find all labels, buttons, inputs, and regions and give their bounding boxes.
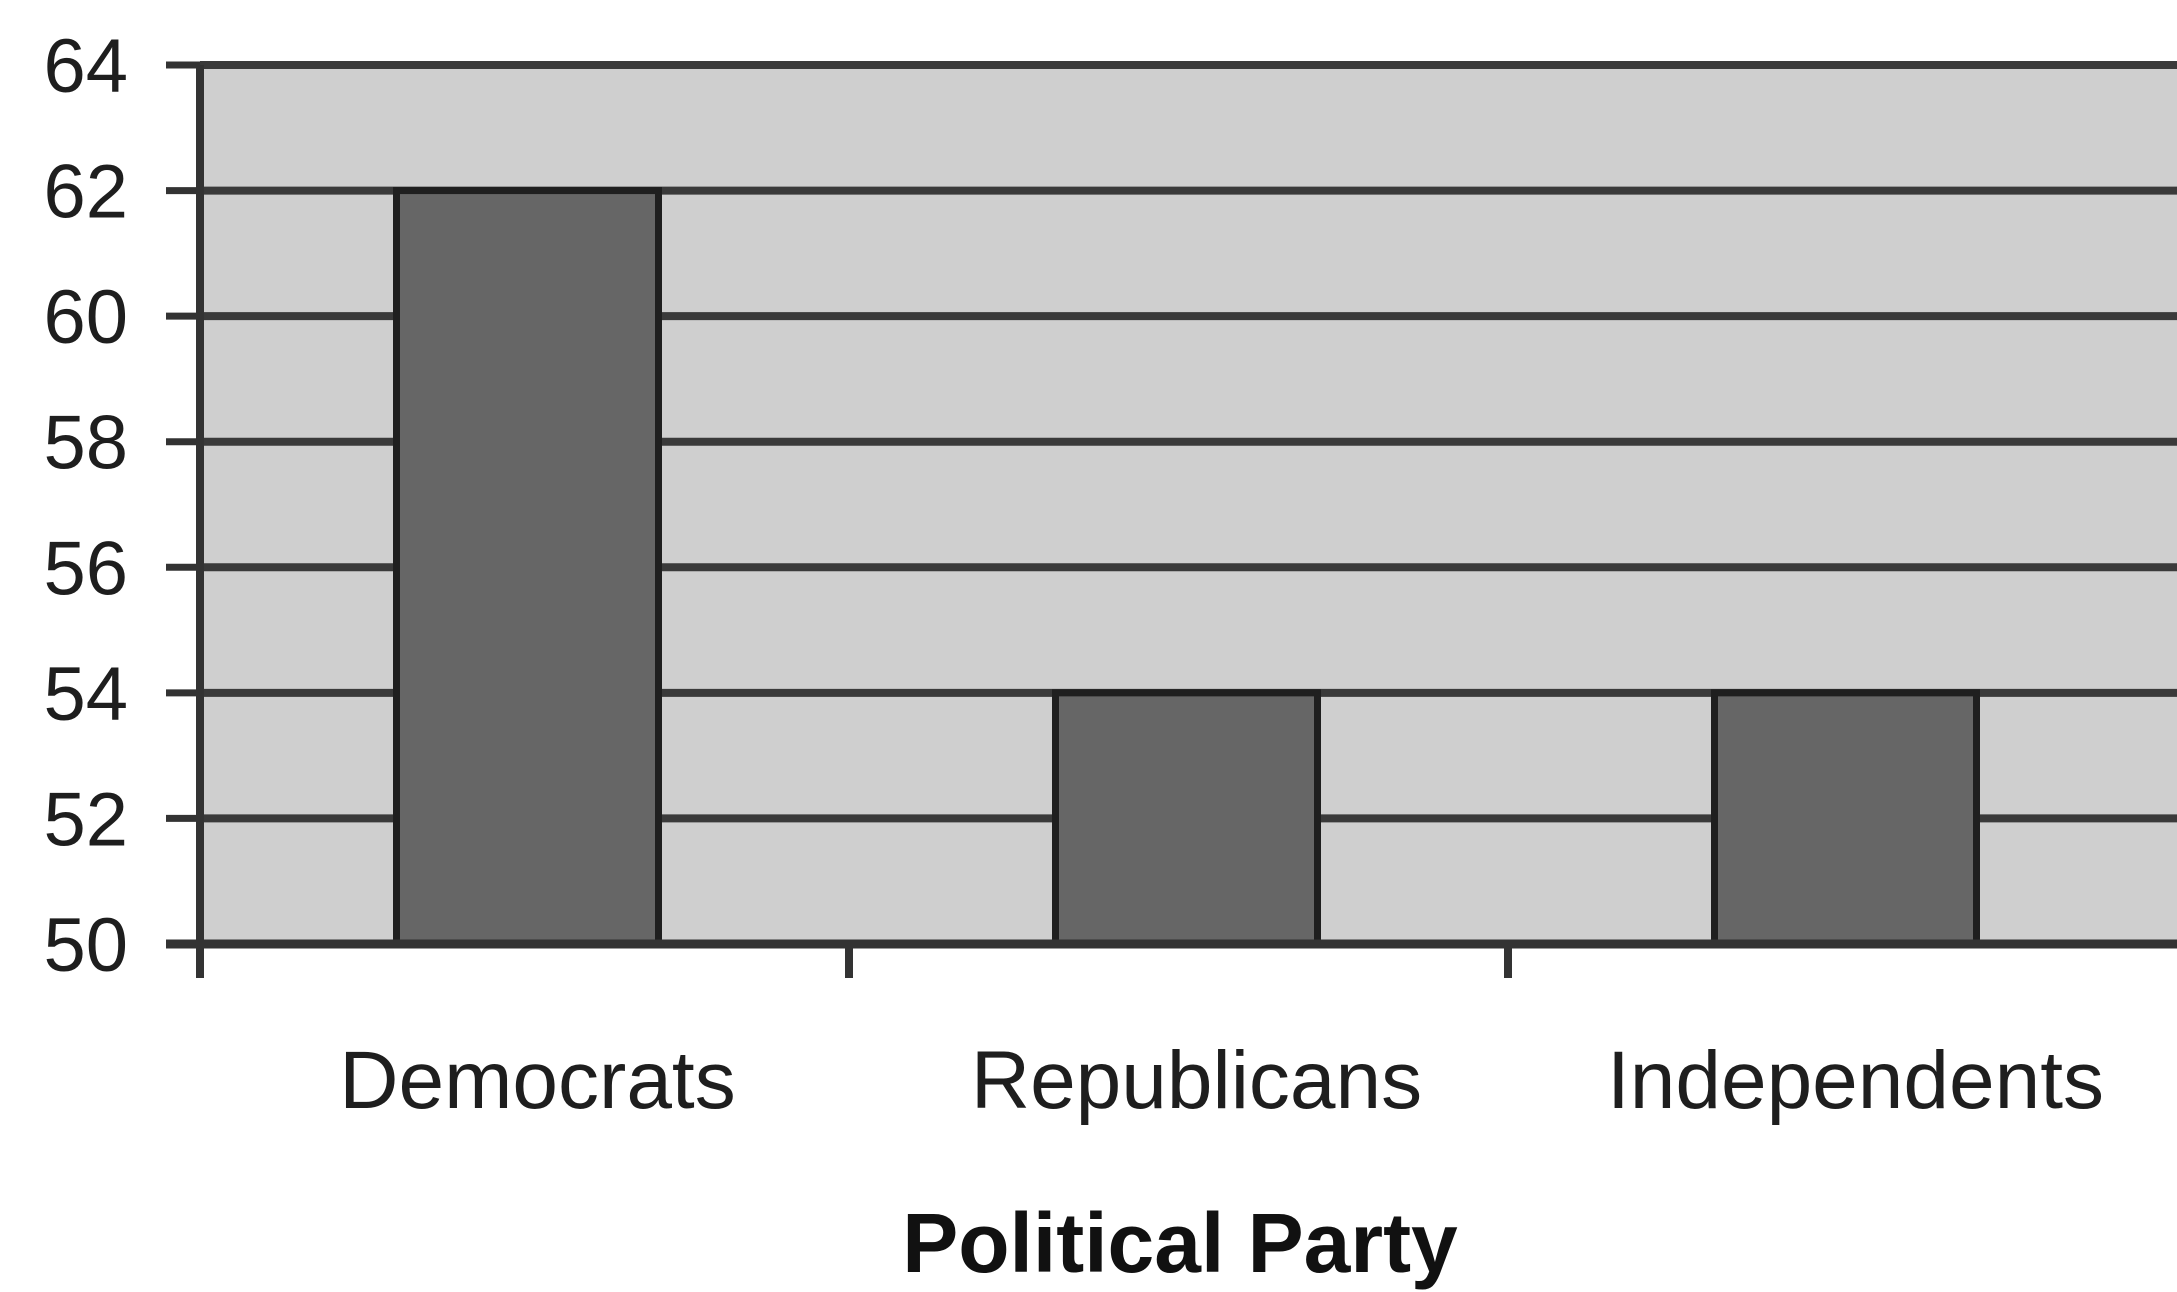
y-tick-label: 50 <box>43 903 128 988</box>
axes <box>166 61 2177 978</box>
y-tick-label: 54 <box>43 652 128 737</box>
bar-independents <box>1711 689 1980 948</box>
y-tick-label: 62 <box>43 150 128 235</box>
bar-democrats <box>393 187 662 948</box>
x-category-label: Independents <box>1607 1035 2104 1126</box>
x-axis-title: Political Party <box>902 1196 1458 1290</box>
y-tick-label: 64 <box>43 24 128 109</box>
x-category-label: Republicans <box>971 1035 1422 1126</box>
bar-republicans <box>1052 689 1321 948</box>
y-tick-labels: 50 52 54 56 58 60 62 64 <box>43 24 128 988</box>
y-tick-label: 60 <box>43 275 128 360</box>
y-tick-label: 58 <box>43 401 128 486</box>
x-category-labels: Democrats Republicans Independents <box>339 1035 2104 1126</box>
y-tick-label: 52 <box>43 777 128 862</box>
x-category-label: Democrats <box>339 1035 735 1126</box>
y-tick-label: 56 <box>43 526 128 611</box>
